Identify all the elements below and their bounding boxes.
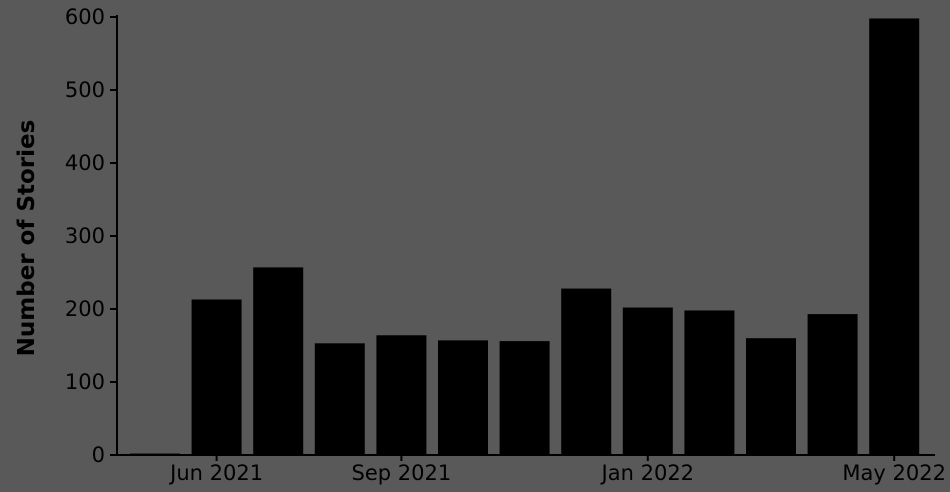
bar-aug-2021 bbox=[314, 343, 365, 455]
x-tick-label: Sep 2021 bbox=[352, 461, 452, 485]
y-tick-label: 0 bbox=[92, 443, 105, 467]
bar-may-2021 bbox=[130, 453, 180, 455]
y-axis: 0 100 200 300 400 500 600 bbox=[65, 5, 118, 467]
y-axis-title: Number of Stories bbox=[14, 120, 40, 357]
bar-feb-2022 bbox=[684, 310, 735, 455]
y-tick-label: 400 bbox=[65, 151, 105, 175]
bar-sep-2021 bbox=[376, 335, 427, 455]
x-tick-label: Jun 2021 bbox=[168, 461, 263, 485]
y-tick-label: 600 bbox=[65, 5, 105, 29]
x-tick-label: Jan 2022 bbox=[600, 461, 695, 485]
bar-mar-2022 bbox=[746, 338, 796, 455]
bar-jun-2021 bbox=[191, 299, 242, 455]
y-tick-label: 100 bbox=[65, 370, 105, 394]
y-tick-label: 200 bbox=[65, 297, 105, 321]
bar-nov-2021 bbox=[499, 341, 550, 455]
bar-apr-2022 bbox=[807, 314, 858, 455]
bar-may-2022 bbox=[869, 18, 920, 456]
y-axis-title-group: Number of Stories bbox=[14, 120, 40, 357]
y-tick-label: 300 bbox=[65, 224, 105, 248]
bar-jan-2022 bbox=[622, 307, 673, 455]
y-tick-label: 500 bbox=[65, 78, 105, 102]
bar-dec-2021 bbox=[561, 288, 612, 455]
bar-jul-2021 bbox=[253, 267, 304, 455]
bar-oct-2021 bbox=[438, 340, 488, 455]
x-axis: Jun 2021 Sep 2021 Jan 2022 May 2022 bbox=[117, 454, 946, 485]
bars bbox=[130, 18, 920, 456]
x-tick-label: May 2022 bbox=[842, 461, 946, 485]
